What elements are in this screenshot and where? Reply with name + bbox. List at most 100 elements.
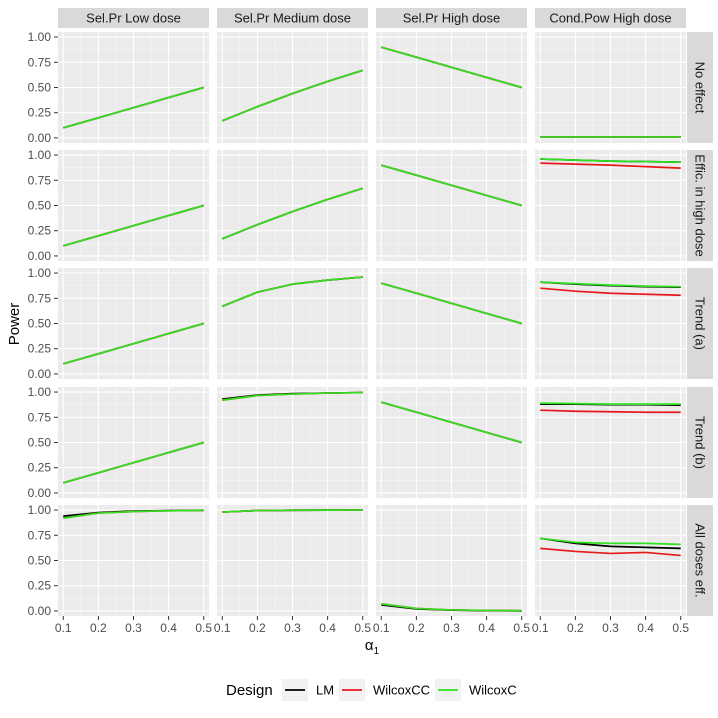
row-strip-label: Effic. in high dose [693,154,708,256]
x-tick-label: 0.4 [478,621,495,635]
y-tick-label: 0.00 [28,604,52,618]
panel-r4-c2 [376,505,527,616]
series-line-wilcoxc [381,46,522,89]
y-tick-label: 1.00 [28,503,52,517]
row-strip-label-group: Trend (a) [693,297,708,350]
y-tick-label: 1.00 [28,30,52,44]
series-line-wilcoxcc [540,287,681,297]
y-tick-label: 1.00 [28,385,52,399]
x-tick-label: 0.2 [90,621,107,635]
row-strip-label: All doses eff. [693,523,708,597]
series-line-wilcoxc [381,401,522,444]
panel-r1-c1 [217,150,368,261]
y-tick-label: 0.50 [28,317,52,331]
y-tick-label: 0.25 [28,224,52,238]
row-strip-1 [687,150,713,261]
column-strip-label: Sel.Pr High dose [403,11,501,26]
row-strip-4 [687,505,713,616]
column-strip-2 [376,8,527,28]
x-tick-label: 0.2 [567,621,584,635]
x-tick-label: 0.3 [602,621,619,635]
y-tick-label: 0.00 [28,367,52,381]
x-tick-label: 0.2 [249,621,266,635]
series-line-wilcoxc [63,509,204,519]
y-tick-label: 1.00 [28,148,52,162]
x-tick-label: 0.4 [160,621,177,635]
panel-r2-c3 [535,268,686,379]
x-tick-label: 0.1 [532,621,549,635]
legend-title: Design [226,682,273,699]
y-tick-label: 0.50 [28,554,52,568]
panel-r3-c0 [58,387,209,498]
y-tick-label: 0.50 [28,199,52,213]
panel-r2-c0 [58,268,209,379]
y-tick-label: 0.25 [28,342,52,356]
panel-r4-c0 [58,505,209,616]
panel-r1-c3 [535,150,686,261]
column-strip-3 [535,8,686,28]
y-tick-label: 0.00 [28,486,52,500]
y-tick-label: 0.75 [28,173,52,187]
x-tick-label: 0.3 [443,621,460,635]
x-axis-title: α1 [365,637,380,657]
row-strip-label-group: Trend (b) [693,416,708,469]
x-tick-label: 0.5 [513,621,530,635]
series-line-wilcoxc [63,86,204,129]
y-tick-label: 1.00 [28,266,52,280]
panel-r4-c3 [535,505,686,616]
series-line-wilcoxcc [540,162,681,170]
series-line-wilcoxc [222,391,363,401]
x-tick-label: 0.4 [637,621,654,635]
x-axis-title-base: α [365,637,374,654]
x-tick-label: 0.5 [354,621,371,635]
panel-r2-c2 [376,268,527,379]
series-line-wilcoxc [63,322,204,365]
series-line-wilcoxc [540,281,681,288]
panel-r2-c1 [217,268,368,379]
legend-label: WilcoxC [469,683,517,698]
x-tick-label: 0.1 [373,621,390,635]
x-tick-label: 0.2 [408,621,425,635]
legend-label: LM [316,683,334,698]
column-strip-label: Sel.Pr Medium dose [234,11,351,26]
row-strip-0 [687,32,713,143]
series-line-wilcoxc [540,402,681,405]
x-tick-label: 0.1 [214,621,231,635]
column-strip-label: Sel.Pr Low dose [86,11,181,26]
x-tick-label: 0.3 [125,621,142,635]
y-tick-label: 0.75 [28,410,52,424]
panel-r4-c1 [217,505,368,616]
series-line-wilcoxc [63,441,204,484]
series-line-wilcoxcc [540,547,681,557]
x-axis-title-subscript: 1 [374,646,380,657]
y-tick-label: 0.75 [28,291,52,305]
series-line-wilcoxc [381,282,522,325]
row-strip-label: No effect [693,62,708,114]
panel-r0-c3 [535,32,686,143]
panel-r3-c3 [535,387,686,498]
column-strip-1 [217,8,368,28]
row-strip-label-group: All doses eff. [693,523,708,597]
row-strip-label: Trend (b) [693,416,708,469]
x-tick-label: 0.5 [195,621,212,635]
x-tick-label: 0.3 [284,621,301,635]
axes-layer: 0.00 0.25 0.50 0.75 1.00 0.00 0.25 0.50 0.75 1.00… [28,30,690,635]
panel-r1-c0 [58,150,209,261]
series-line-wilcoxc [221,276,363,308]
series-line-wilcoxc [222,509,363,513]
series-line-wilcoxc [540,158,681,163]
panel-r3-c2 [376,387,527,498]
column-strip-0 [58,8,209,28]
y-tick-label: 0.25 [28,579,52,593]
y-tick-label: 0.00 [28,131,52,145]
row-strip-3 [687,387,713,498]
series-line-wilcoxc [63,204,204,247]
legend: Design LM WilcoxCC WilcoxC [226,679,517,701]
y-tick-label: 0.50 [28,81,52,95]
panel-r0-c0 [58,32,209,143]
series-line-wilcoxc [381,603,522,612]
y-tick-label: 0.75 [28,55,52,69]
row-strip-label-group: No effect [693,62,708,114]
y-tick-label: 0.25 [28,461,52,475]
y-tick-label: 0.75 [28,528,52,542]
